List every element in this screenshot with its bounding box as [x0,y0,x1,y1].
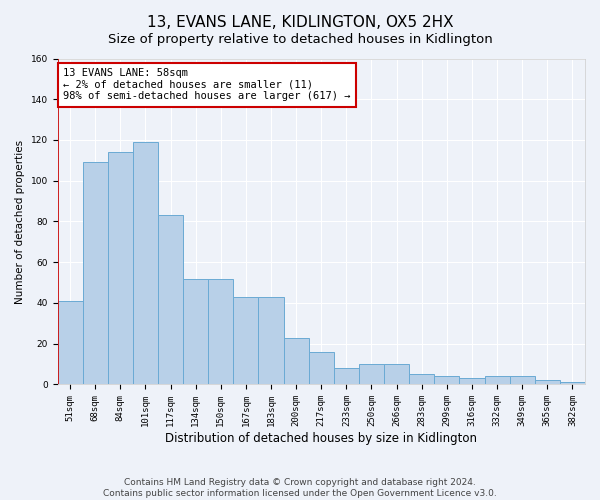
Text: 13, EVANS LANE, KIDLINGTON, OX5 2HX: 13, EVANS LANE, KIDLINGTON, OX5 2HX [146,15,454,30]
Bar [58,301,83,384]
Bar [384,364,409,384]
Bar [284,338,309,384]
Bar [560,382,585,384]
Text: 13 EVANS LANE: 58sqm
← 2% of detached houses are smaller (11)
98% of semi-detach: 13 EVANS LANE: 58sqm ← 2% of detached ho… [63,68,350,102]
Bar [309,352,334,384]
Bar [208,278,233,384]
Bar [535,380,560,384]
Text: Contains HM Land Registry data © Crown copyright and database right 2024.
Contai: Contains HM Land Registry data © Crown c… [103,478,497,498]
Bar [509,376,535,384]
Bar [485,376,509,384]
Bar [83,162,108,384]
Bar [334,368,359,384]
Bar [460,378,485,384]
Bar [434,376,460,384]
Text: Size of property relative to detached houses in Kidlington: Size of property relative to detached ho… [107,32,493,46]
Bar [183,278,208,384]
Bar [259,297,284,384]
Bar [409,374,434,384]
Bar [158,216,183,384]
Bar [108,152,133,384]
Bar [359,364,384,384]
Bar [233,297,259,384]
Y-axis label: Number of detached properties: Number of detached properties [15,140,25,304]
X-axis label: Distribution of detached houses by size in Kidlington: Distribution of detached houses by size … [165,432,477,445]
Bar [133,142,158,384]
